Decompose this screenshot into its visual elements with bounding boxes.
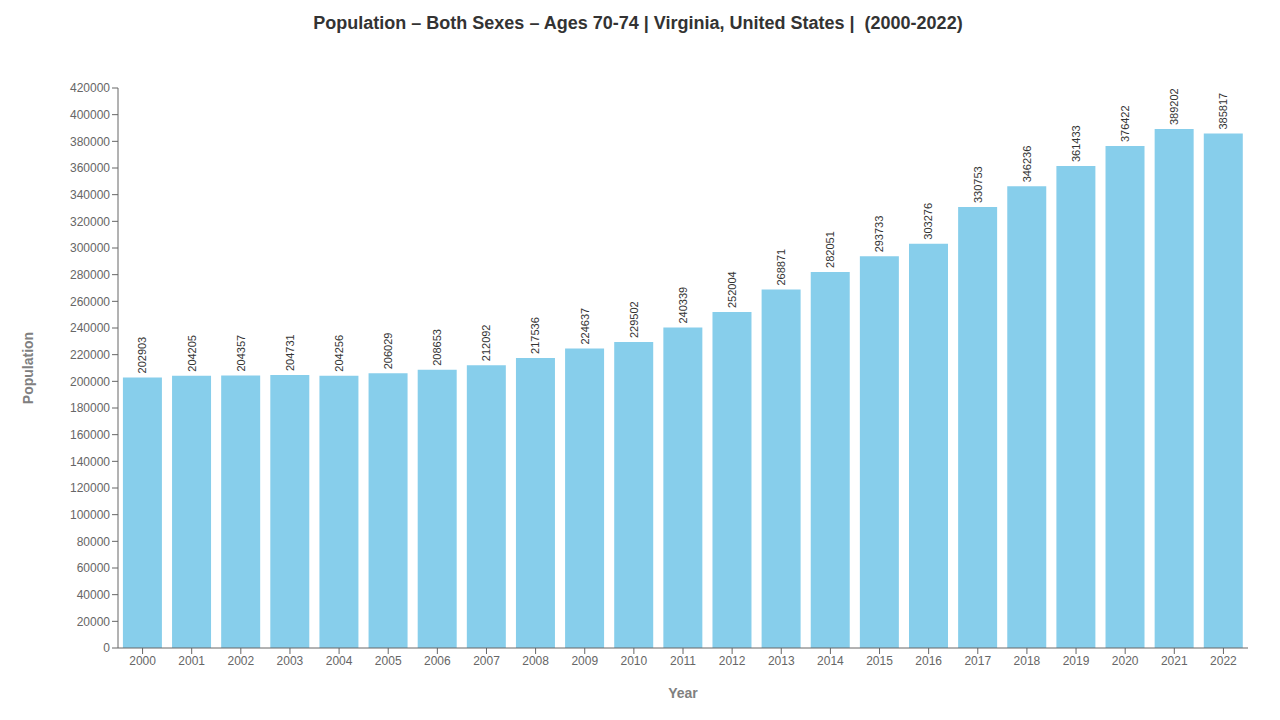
svg-text:300000: 300000 [70, 241, 110, 255]
svg-text:2008: 2008 [522, 654, 549, 668]
svg-text:2015: 2015 [866, 654, 893, 668]
svg-text:2018: 2018 [1014, 654, 1041, 668]
svg-text:361433: 361433 [1070, 125, 1082, 162]
svg-text:2002: 2002 [227, 654, 254, 668]
svg-text:2004: 2004 [326, 654, 353, 668]
svg-text:330753: 330753 [972, 166, 984, 203]
svg-text:206029: 206029 [382, 333, 394, 370]
html-text:Population – Both Sexes – Ages: Population – Both Sexes – Ages 70-74 | V… [313, 13, 963, 33]
svg-text:2021: 2021 [1161, 654, 1188, 668]
svg-text:360000: 360000 [70, 161, 110, 175]
svg-text:204357: 204357 [235, 335, 247, 372]
svg-text:293733: 293733 [873, 216, 885, 253]
svg-text:140000: 140000 [70, 455, 110, 469]
svg-text:0: 0 [103, 641, 110, 655]
svg-text:2000: 2000 [129, 654, 156, 668]
svg-text:2013: 2013 [768, 654, 795, 668]
svg-text:204256: 204256 [333, 335, 345, 372]
svg-text:40000: 40000 [77, 588, 111, 602]
svg-text:212092: 212092 [480, 324, 492, 361]
svg-text:282051: 282051 [824, 231, 836, 268]
svg-text:217536: 217536 [529, 317, 541, 354]
svg-text:400000: 400000 [70, 108, 110, 122]
svg-text:2009: 2009 [571, 654, 598, 668]
svg-text:224637: 224637 [579, 308, 591, 345]
svg-text:268871: 268871 [775, 249, 787, 286]
svg-text:2007: 2007 [473, 654, 500, 668]
svg-text:260000: 260000 [70, 295, 110, 309]
svg-text:2003: 2003 [277, 654, 304, 668]
svg-text:204205: 204205 [186, 335, 198, 372]
svg-text:2005: 2005 [375, 654, 402, 668]
svg-text:204731: 204731 [284, 334, 296, 371]
svg-text:2011: 2011 [670, 654, 696, 668]
svg-text:2016: 2016 [915, 654, 942, 668]
svg-text:303276: 303276 [923, 203, 935, 240]
svg-text:346236: 346236 [1021, 146, 1033, 183]
svg-text:220000: 220000 [70, 348, 110, 362]
svg-text:2001: 2001 [178, 654, 205, 668]
svg-text:Population: Population [20, 332, 36, 404]
svg-text:80000: 80000 [77, 535, 111, 549]
svg-text:240339: 240339 [677, 287, 689, 324]
svg-text:2014: 2014 [817, 654, 844, 668]
svg-text:2012: 2012 [719, 654, 746, 668]
svg-text:208653: 208653 [431, 329, 443, 366]
svg-text:320000: 320000 [70, 215, 110, 229]
svg-text:340000: 340000 [70, 188, 110, 202]
svg-text:180000: 180000 [70, 401, 110, 415]
svg-text:200000: 200000 [70, 375, 110, 389]
svg-text:280000: 280000 [70, 268, 110, 282]
svg-text:389202: 389202 [1168, 88, 1180, 125]
svg-text:2022: 2022 [1210, 654, 1237, 668]
svg-text:385817: 385817 [1217, 93, 1229, 130]
svg-text:202903: 202903 [136, 337, 148, 374]
svg-text:380000: 380000 [70, 135, 110, 149]
svg-text:2010: 2010 [621, 654, 648, 668]
svg-text:2006: 2006 [424, 654, 451, 668]
svg-text:60000: 60000 [77, 561, 111, 575]
svg-text:100000: 100000 [70, 508, 110, 522]
svg-text:420000: 420000 [70, 81, 110, 95]
svg-text:229502: 229502 [628, 301, 640, 338]
svg-text:2017: 2017 [964, 654, 991, 668]
svg-text:160000: 160000 [70, 428, 110, 442]
svg-text:2020: 2020 [1112, 654, 1139, 668]
svg-text:Year: Year [668, 685, 698, 701]
svg-text:120000: 120000 [70, 481, 110, 495]
svg-text:252004: 252004 [726, 271, 738, 308]
svg-text:2019: 2019 [1063, 654, 1090, 668]
svg-text:240000: 240000 [70, 321, 110, 335]
svg-text:376422: 376422 [1119, 105, 1131, 142]
svg-text:20000: 20000 [77, 615, 111, 629]
